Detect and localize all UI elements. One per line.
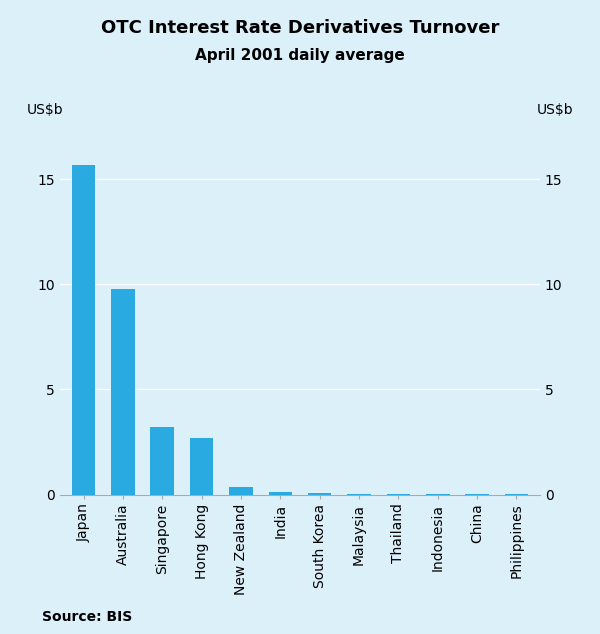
Text: Source: BIS: Source: BIS xyxy=(42,611,132,624)
Bar xyxy=(269,492,292,495)
Bar xyxy=(151,427,174,495)
Bar xyxy=(190,438,214,495)
Text: US$b: US$b xyxy=(536,103,573,117)
Bar xyxy=(72,165,95,495)
Bar xyxy=(111,288,135,495)
Text: US$b: US$b xyxy=(27,103,64,117)
Bar xyxy=(308,493,331,495)
Text: OTC Interest Rate Derivatives Turnover: OTC Interest Rate Derivatives Turnover xyxy=(101,19,499,37)
Bar xyxy=(229,487,253,495)
Text: April 2001 daily average: April 2001 daily average xyxy=(195,48,405,63)
